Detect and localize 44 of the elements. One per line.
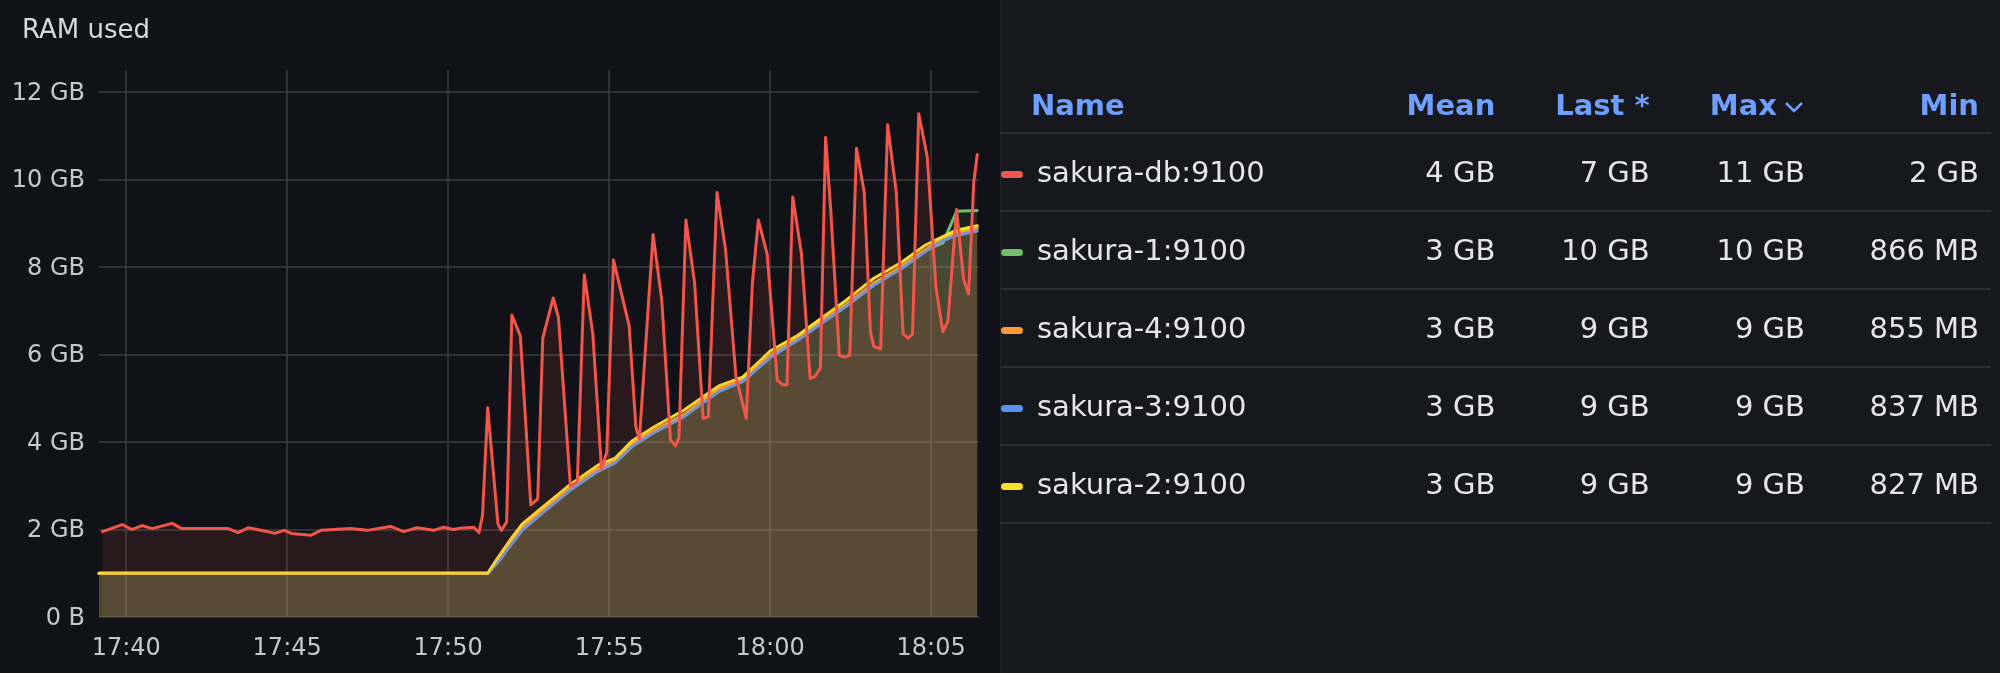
y-tick-label: 6 GB bbox=[27, 340, 85, 369]
text: 4 GB bbox=[1360, 133, 1508, 211]
text: 10 GB bbox=[1507, 211, 1662, 289]
chart-title: RAM used bbox=[22, 14, 151, 44]
x-tick-label: 17:55 bbox=[574, 633, 644, 661]
text: Last * bbox=[1555, 88, 1650, 122]
y-tick-label: 2 GB bbox=[27, 515, 85, 544]
text: 7 GB bbox=[1507, 133, 1662, 211]
text: 9 GB bbox=[1507, 445, 1662, 523]
text: 837 MB bbox=[1816, 367, 1991, 445]
legend-label: sakura-4:9100 bbox=[1037, 311, 1247, 345]
text: 9 GB bbox=[1661, 289, 1817, 367]
text: 827 MB bbox=[1816, 445, 1991, 523]
text: Mean bbox=[1406, 88, 1496, 122]
legend-label: sakura-3:9100 bbox=[1037, 389, 1247, 423]
x-tick-label: 17:45 bbox=[252, 633, 322, 661]
x-tick-label: 18:05 bbox=[896, 633, 966, 661]
legend-title: Name bbox=[1001, 78, 1361, 133]
text: 9 GB bbox=[1507, 367, 1662, 445]
text: 9 GB bbox=[1507, 289, 1662, 367]
legend-label: sakura-1:9100 bbox=[1037, 233, 1247, 267]
y-tick-label: 0 B bbox=[45, 603, 85, 631]
text: Min bbox=[1919, 88, 1979, 122]
text: 10 GB bbox=[1661, 211, 1817, 289]
legend-label: sakura-db:9100 bbox=[1037, 155, 1265, 189]
text: 9 GB bbox=[1661, 445, 1817, 523]
text: 3 GB bbox=[1360, 289, 1508, 367]
text: 9 GB bbox=[1661, 367, 1817, 445]
x-tick-label: 18:00 bbox=[735, 633, 805, 661]
text: 866 MB bbox=[1816, 211, 1991, 289]
text: 855 MB bbox=[1816, 289, 1991, 367]
y-tick-label: 10 GB bbox=[11, 165, 85, 194]
y-tick-label: 4 GB bbox=[27, 427, 85, 456]
y-tick-label: 12 GB bbox=[11, 77, 85, 106]
y-tick-label: 8 GB bbox=[27, 252, 85, 281]
text: 11 GB bbox=[1661, 133, 1817, 211]
text: 3 GB bbox=[1360, 367, 1508, 445]
text: Max bbox=[1709, 88, 1777, 122]
text: 3 GB bbox=[1360, 445, 1508, 523]
legend-label: sakura-2:9100 bbox=[1037, 467, 1247, 501]
x-tick-label: 17:50 bbox=[413, 633, 483, 661]
text: 2 GB bbox=[1816, 133, 1991, 211]
x-tick-label: 17:40 bbox=[91, 633, 161, 661]
text: 3 GB bbox=[1360, 211, 1508, 289]
